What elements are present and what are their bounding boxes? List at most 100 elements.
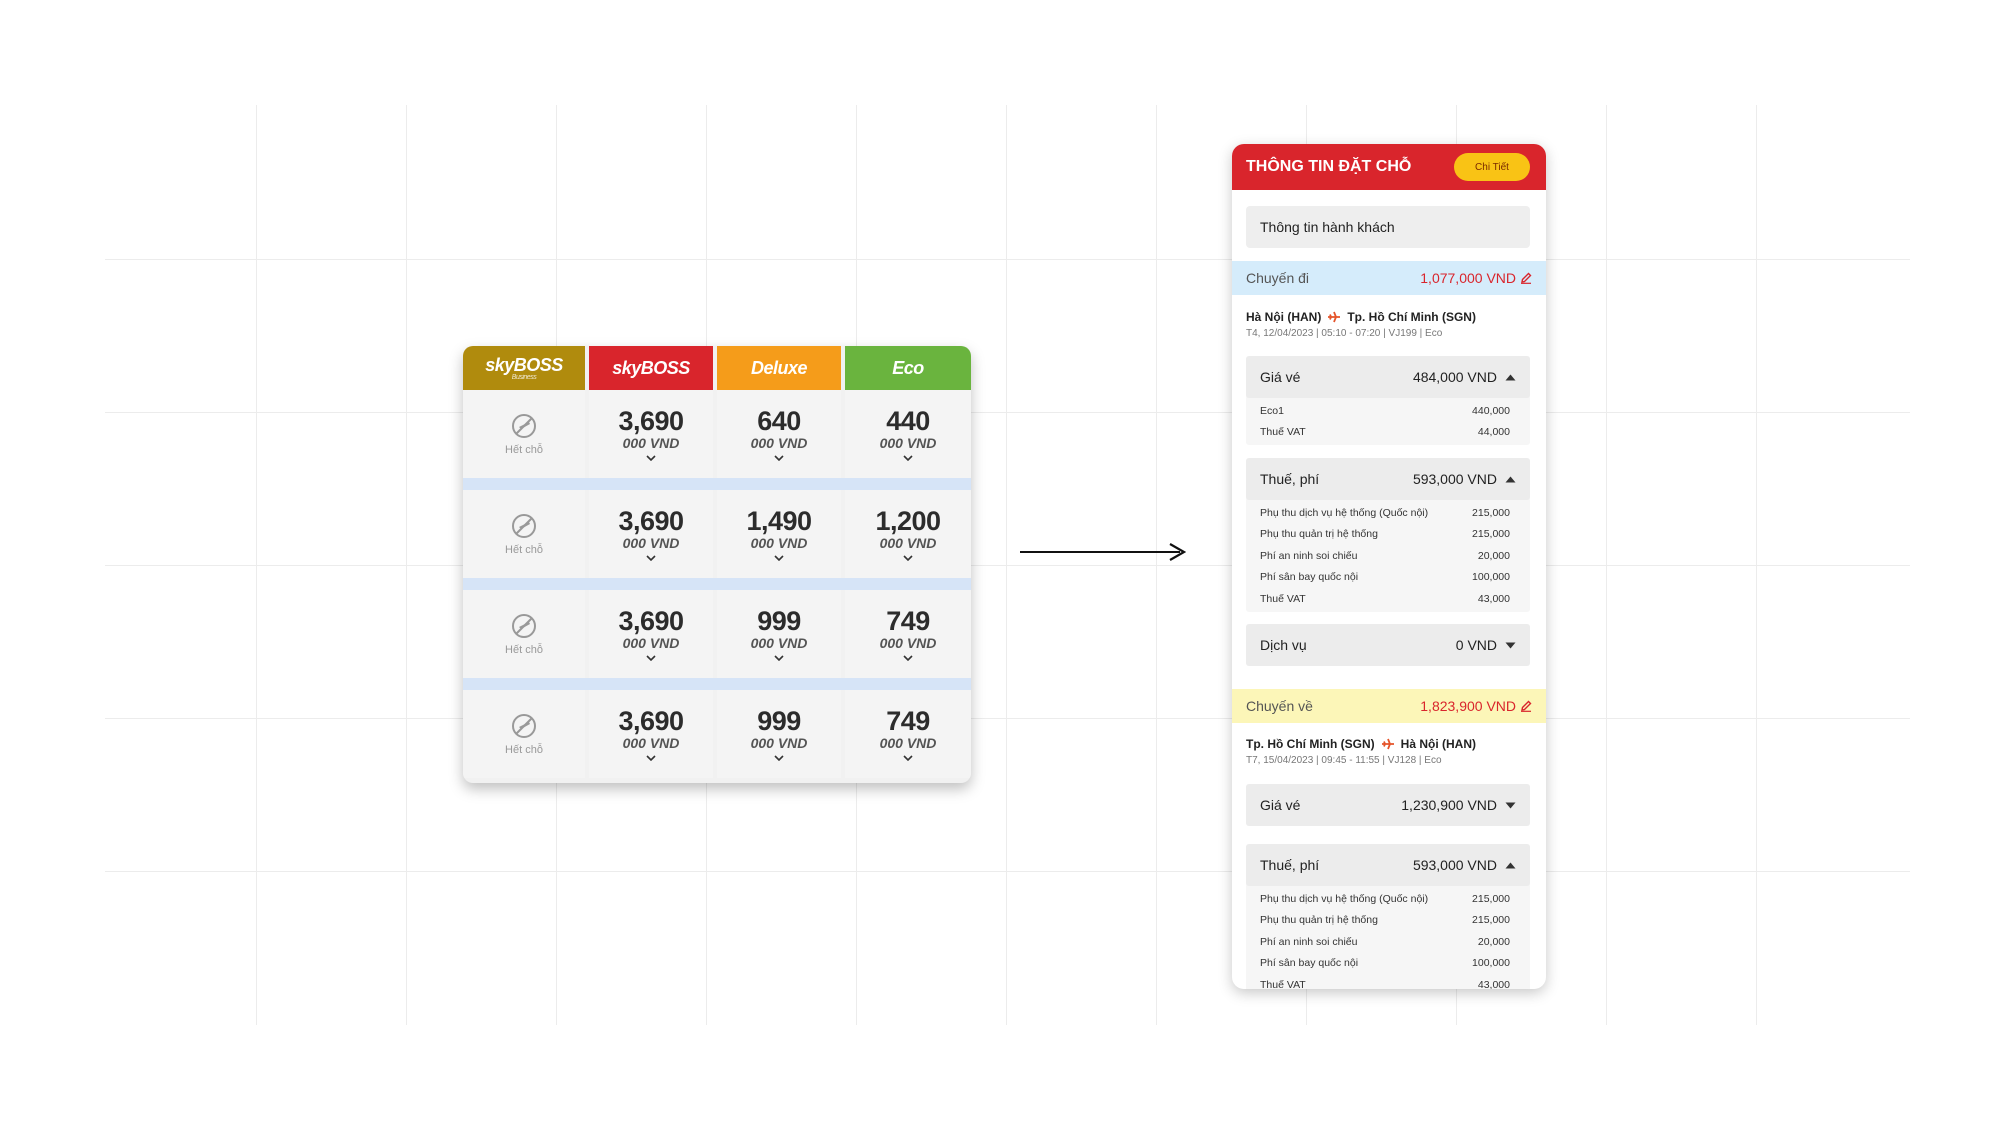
booking-panel: THÔNG TIN ĐẶT CHỖ Chi Tiết Thông tin hàn… <box>1232 144 1546 989</box>
soldout-label: Hết chỗ <box>505 644 543 656</box>
detail-button[interactable]: Chi Tiết <box>1454 153 1530 181</box>
fare-cell-eco[interactable]: 440 000 VND <box>845 390 971 478</box>
outbound-bar: Chuyến đi 1,077,000 VND <box>1232 261 1546 295</box>
fare-header-skyboss[interactable]: skyBOSS <box>589 346 713 390</box>
item-name: Eco1 <box>1260 404 1284 417</box>
chevron-down-icon[interactable] <box>646 655 656 661</box>
item-value: 43,000 <box>1477 592 1510 605</box>
fare-cell-eco[interactable]: 749 000 VND <box>845 590 971 678</box>
tax-label: Thuế, phí <box>1260 471 1320 487</box>
chevron-down-icon[interactable] <box>903 755 913 761</box>
item-value: 215,000 <box>1472 914 1510 927</box>
fare-cell-deluxe[interactable]: 999 000 VND <box>717 690 841 778</box>
chevron-down-icon[interactable] <box>646 555 656 561</box>
fare-amount: 484,000 VND <box>1412 369 1497 385</box>
fare-price: 749 <box>886 606 930 636</box>
fare-price: 1,490 <box>746 506 812 536</box>
item-name: Thuế VAT <box>1260 978 1306 989</box>
item-value: 20,000 <box>1477 549 1510 562</box>
chevron-down-icon[interactable] <box>903 655 913 661</box>
row-separator <box>463 478 971 490</box>
outbound-fare-toggle[interactable]: Giá vé 484,000 VND <box>1246 356 1530 398</box>
no-flight-icon <box>512 614 536 638</box>
item-name: Phụ thu quản trị hệ thống <box>1260 914 1378 927</box>
tax-line-item: Thuế VAT 43,000 <box>1260 974 1510 989</box>
chevron-down-icon[interactable] <box>774 655 784 661</box>
item-value: 43,000 <box>1477 978 1510 989</box>
fare-price: 999 <box>757 606 801 636</box>
fare-unit: 000 VND <box>879 535 937 551</box>
chevron-up-icon[interactable] <box>1505 374 1516 381</box>
edit-pencil-icon[interactable] <box>1520 272 1532 284</box>
chevron-up-icon[interactable] <box>1505 476 1516 483</box>
tax-amount: 593,000 VND <box>1412 857 1497 873</box>
fare-cell-deluxe[interactable]: 1,490 000 VND <box>717 490 841 578</box>
tax-line-item: Phụ thu quản trị hệ thống 215,000 <box>1260 910 1510 932</box>
item-value: 20,000 <box>1477 935 1510 948</box>
no-flight-icon <box>512 414 536 438</box>
fare-cell-skyboss[interactable]: 3,690 000 VND <box>589 390 713 478</box>
fare-cell-eco[interactable]: 1,200 000 VND <box>845 490 971 578</box>
fare-price: 440 <box>886 406 930 436</box>
chevron-down-icon[interactable] <box>774 455 784 461</box>
soldout-label: Hết chỗ <box>505 744 543 756</box>
tax-line-item: Thuế VAT 43,000 <box>1260 588 1510 610</box>
chevron-down-icon[interactable] <box>774 755 784 761</box>
item-name: Phí sân bay quốc nội <box>1260 571 1359 584</box>
item-name: Phí an ninh soi chiếu <box>1260 549 1358 562</box>
fare-cell-soldout: Hết chỗ <box>463 590 585 678</box>
fare-cell-deluxe[interactable]: 640 000 VND <box>717 390 841 478</box>
fare-line-item: Thuế VAT 44,000 <box>1260 422 1510 444</box>
item-value: 44,000 <box>1477 426 1510 439</box>
booking-title: THÔNG TIN ĐẶT CHỖ <box>1246 158 1412 175</box>
passenger-info-button[interactable]: Thông tin hành khách <box>1246 206 1530 248</box>
fare-row: Hết chỗ 3,690 000 VND 999 000 VND 749 00… <box>463 590 971 678</box>
origin: Tp. Hồ Chí Minh (SGN) <box>1246 737 1375 751</box>
no-flight-icon <box>512 714 536 738</box>
fare-table-header: skyBOSS Business skyBOSS Deluxe Eco <box>463 346 971 390</box>
fare-price: 640 <box>757 406 801 436</box>
item-name: Phí sân bay quốc nội <box>1260 957 1359 970</box>
chevron-down-icon[interactable] <box>774 555 784 561</box>
fare-cell-skyboss[interactable]: 3,690 000 VND <box>589 690 713 778</box>
fare-row: Hết chỗ 3,690 000 VND 999 000 VND 749 00… <box>463 690 971 778</box>
outbound-services-section: Dịch vụ 0 VND <box>1246 624 1530 666</box>
return-total: 1,823,900 VND <box>1420 698 1516 714</box>
return-fare-toggle[interactable]: Giá vé 1,230,900 VND <box>1246 784 1530 826</box>
fare-cell-soldout: Hết chỗ <box>463 390 585 478</box>
fare-cell-skyboss[interactable]: 3,690 000 VND <box>589 490 713 578</box>
tax-amount: 593,000 VND <box>1412 471 1497 487</box>
outbound-services-toggle[interactable]: Dịch vụ 0 VND <box>1246 624 1530 666</box>
fare-cell-skyboss[interactable]: 3,690 000 VND <box>589 590 713 678</box>
chevron-down-icon[interactable] <box>1505 642 1516 649</box>
return-label: Chuyến về <box>1246 698 1313 714</box>
fare-cell-deluxe[interactable]: 999 000 VND <box>717 590 841 678</box>
fare-cell-soldout: Hết chỗ <box>463 690 585 778</box>
fare-header-skyboss-business[interactable]: skyBOSS Business <box>463 346 585 390</box>
chevron-up-icon[interactable] <box>1505 862 1516 869</box>
chevron-down-icon[interactable] <box>646 455 656 461</box>
fare-unit: 000 VND <box>750 435 808 451</box>
passenger-info-label: Thông tin hành khách <box>1260 219 1395 235</box>
chevron-down-icon[interactable] <box>1505 802 1516 809</box>
fare-header-sub: Business <box>511 374 537 381</box>
fare-unit: 000 VND <box>750 735 808 751</box>
chevron-down-icon[interactable] <box>646 755 656 761</box>
item-name: Thuế VAT <box>1260 426 1306 439</box>
edit-pencil-icon[interactable] <box>1520 700 1532 712</box>
outbound-total: 1,077,000 VND <box>1420 270 1516 286</box>
fare-price: 1,200 <box>875 506 941 536</box>
chevron-down-icon[interactable] <box>903 455 913 461</box>
services-amount: 0 VND <box>1455 637 1497 653</box>
fare-cell-eco[interactable]: 749 000 VND <box>845 690 971 778</box>
outbound-details: T4, 12/04/2023 | 05:10 - 07:20 | VJ199 |… <box>1246 328 1443 339</box>
fare-header-brand: skyBOSS <box>485 355 563 375</box>
outbound-tax-toggle[interactable]: Thuế, phí 593,000 VND <box>1246 458 1530 500</box>
chevron-down-icon[interactable] <box>903 555 913 561</box>
fare-row: Hết chỗ 3,690 000 VND 1,490 000 VND 1,20… <box>463 490 971 578</box>
return-tax-toggle[interactable]: Thuế, phí 593,000 VND <box>1246 844 1530 886</box>
fare-header-brand: skyBOSS <box>612 357 690 378</box>
fare-header-deluxe[interactable]: Deluxe <box>717 346 841 390</box>
soldout-label: Hết chỗ <box>505 544 543 556</box>
fare-header-eco[interactable]: Eco <box>845 346 971 390</box>
